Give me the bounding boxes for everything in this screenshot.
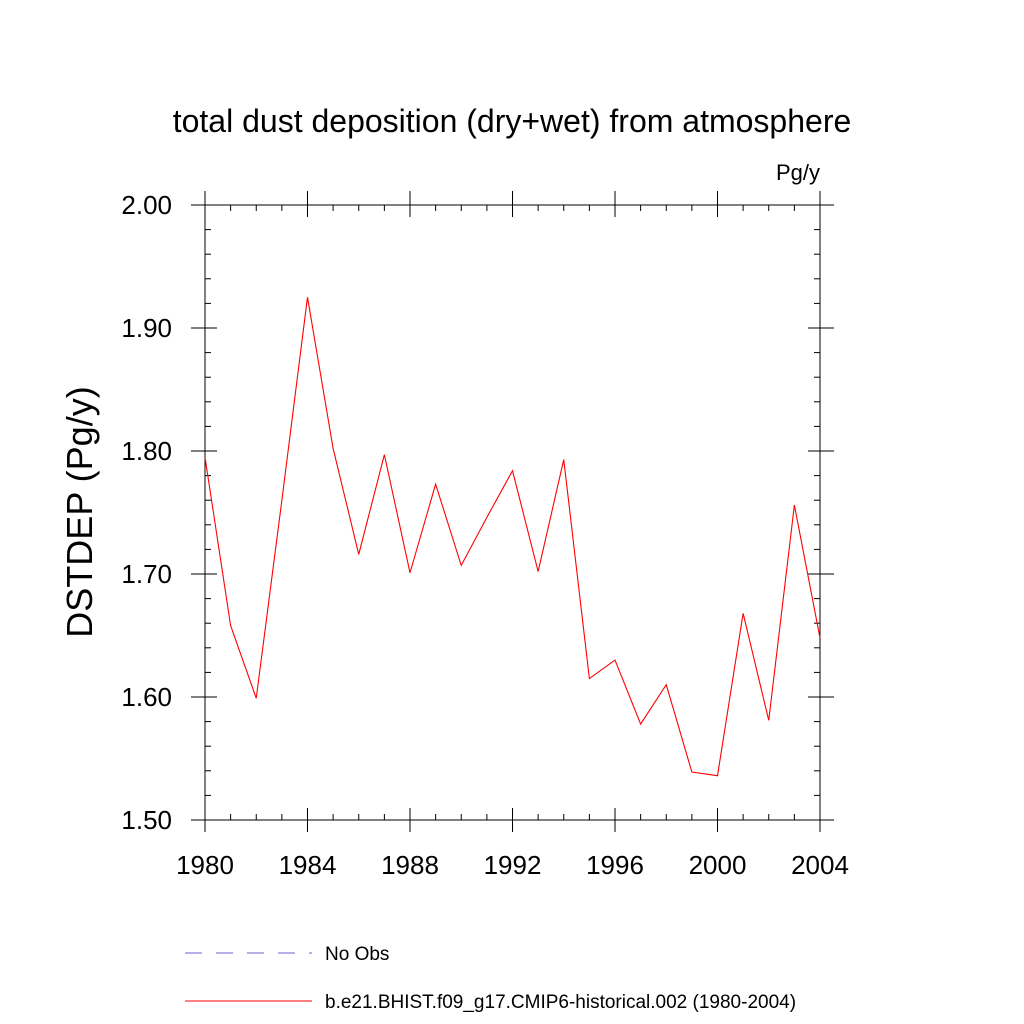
plot-lines — [204, 297, 821, 777]
units-label: Pg/y — [776, 160, 820, 185]
series-line-0 — [204, 297, 821, 777]
axes: 1980 1984 1988 1992 1996 2000 2004 1.50 1.60 1.70… — [121, 190, 849, 880]
y-tick-label: 1.80 — [121, 436, 172, 466]
legend-label: b.e21.BHIST.f09_g17.CMIP6-historical.002… — [325, 992, 796, 1013]
y-tick-label: 1.60 — [121, 682, 172, 712]
x-tick-label: 1988 — [381, 850, 439, 880]
y-axis-label: DSTDEP (Pg/y) — [59, 386, 100, 637]
x-tick-label: 1996 — [586, 850, 644, 880]
y-tick-label: 1.70 — [121, 559, 172, 589]
legend: No Obs b.e21.BHIST.f09_g17.CMIP6-historic… — [185, 944, 796, 1013]
y-tick-label: 1.90 — [121, 313, 172, 343]
x-tick-label: 2000 — [689, 850, 747, 880]
y-tick-label: 2.00 — [121, 190, 172, 220]
legend-label: No Obs — [325, 944, 389, 965]
x-tick-label: 1980 — [176, 850, 234, 880]
plot-frame — [204, 204, 821, 821]
y-tick-label: 1.50 — [121, 805, 172, 835]
x-tick-label: 2004 — [791, 850, 849, 880]
x-tick-label: 1992 — [484, 850, 542, 880]
x-tick-label: 1984 — [279, 850, 337, 880]
chart-title: total dust deposition (dry+wet) from atm… — [173, 103, 852, 139]
